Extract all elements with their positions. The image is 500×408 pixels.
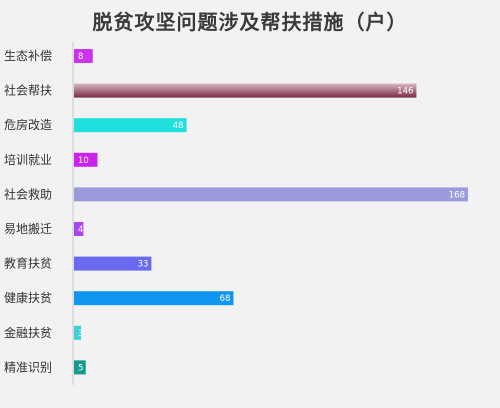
category-label: 金融扶贫 xyxy=(4,325,52,340)
category-label: 社会救助 xyxy=(4,186,52,201)
value-label: 68 xyxy=(220,294,231,304)
value-label: 48 xyxy=(173,121,184,131)
bar xyxy=(74,291,234,306)
category-label: 生态补偿 xyxy=(4,48,52,63)
bar xyxy=(74,256,152,271)
value-label: 10 xyxy=(78,156,89,166)
bar xyxy=(74,118,187,133)
bar xyxy=(74,49,93,63)
category-label: 易地搬迁 xyxy=(4,221,52,236)
bar xyxy=(74,152,98,167)
category-label: 危房改造 xyxy=(4,117,52,132)
category-label: 社会帮扶 xyxy=(4,83,52,98)
bar xyxy=(74,325,82,340)
bar xyxy=(74,83,417,98)
value-label: 4 xyxy=(78,225,83,235)
bar xyxy=(74,187,468,202)
bar xyxy=(74,222,84,236)
value-label: 168 xyxy=(449,190,465,200)
category-label: 教育扶贫 xyxy=(4,256,52,271)
category-label: 健康扶贫 xyxy=(4,290,52,305)
category-label: 培训就业 xyxy=(4,152,52,167)
category-label: 精准识别 xyxy=(4,360,52,374)
bar xyxy=(74,360,86,375)
value-label: 3 xyxy=(78,329,83,339)
value-label: 33 xyxy=(138,260,149,270)
value-label: 8 xyxy=(78,52,83,62)
value-label: 146 xyxy=(397,87,413,97)
value-label: 5 xyxy=(78,363,83,373)
chart-title: 脱贫攻坚问题涉及帮扶措施（户） xyxy=(92,10,408,34)
bars-group: 生态补偿 8 社会帮扶 146 危房改造 48 培训就业 10 社会救助 168 易地搬迁 4 教育扶贫… xyxy=(4,48,468,375)
